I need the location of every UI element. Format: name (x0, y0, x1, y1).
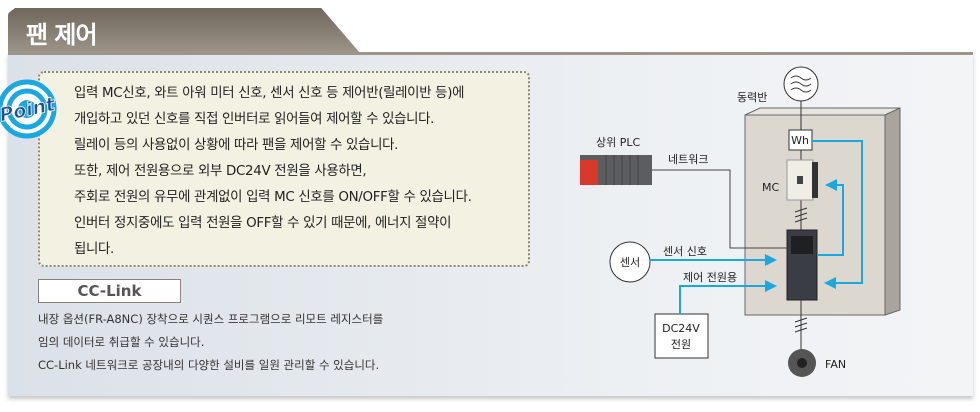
cclink-label: CC-Link (38, 279, 181, 303)
cclink-line: CC-Link 네트워크로 공장내의 다양한 설비를 일원 관리할 수 있습니다… (38, 358, 380, 372)
point-line: 인버터 정지중에도 입력 전원을 OFF할 수 있기 때문에, 에너지 절약이 (74, 216, 452, 231)
dc24v-box (654, 313, 709, 359)
point-line: 릴레이 등의 사용없이 상황에 따라 팬을 제어할 수 있습니다. (74, 138, 399, 153)
cclink-description: 내장 옵션(FR-A8NC) 장착으로 시퀀스 프로그램으로 리모트 레지스터를… (38, 308, 383, 377)
page-title: 팬 제어 (26, 21, 98, 49)
sensor-signal-label: 센서 신호 (663, 245, 707, 258)
wh-signal-arrow (812, 140, 863, 289)
wh-label: Wh (791, 134, 809, 147)
point-badge-icon: Point (0, 79, 58, 139)
cclink-line: 내장 옵션(FR-A8NC) 장착으로 시퀀스 프로그램으로 리모트 레지스터를 (38, 312, 384, 326)
mc-signal-arrow (817, 179, 844, 256)
cabinet-top (744, 107, 901, 116)
point-line: 됩니다. (74, 242, 115, 257)
sensor-icon (609, 241, 651, 283)
cabinet-side (884, 107, 901, 316)
point-line: 개입하고 있던 신호를 직접 인버터로 읽어들여 제어할 수 있습니다. (74, 112, 435, 127)
point-line: 또한, 제어 전원용으로 외부 DC24V 전원을 사용하면, (74, 164, 367, 179)
point-line: 주회로 전원의 유무에 관계없이 입력 MC 신호를 ON/OFF할 수 있습니… (74, 190, 472, 205)
plc-label: 상위 PLC (596, 136, 640, 149)
sensor-label: 센서 (620, 256, 640, 269)
ac-wave-icon (790, 75, 812, 93)
fan-label: FAN (825, 358, 846, 371)
point-box: 입력 MC신호, 와트 아워 미터 신호, 센서 신호 등 제어반(릴레이반 등… (38, 71, 530, 267)
title-tab: 팬 제어 (8, 8, 360, 53)
control-power-label: 제어 전원용 (683, 271, 737, 284)
dc24v-label: 전원 (671, 338, 691, 351)
plc-icon (580, 155, 652, 185)
power-panel-label: 동력반 (737, 91, 767, 104)
fan-icon (788, 349, 816, 377)
dc24v-label: DC24V (662, 322, 700, 335)
mc-label: MC (762, 181, 779, 194)
network-line (652, 169, 787, 249)
control-power-arrow (679, 280, 777, 314)
network-label: 네트워크 (668, 153, 708, 166)
point-line: 입력 MC신호, 와트 아워 미터 신호, 센서 신호 등 제어반(릴레이반 등… (74, 86, 465, 101)
cclink-line: 임의 데이터로 취급할 수 있습니다. (38, 335, 205, 349)
